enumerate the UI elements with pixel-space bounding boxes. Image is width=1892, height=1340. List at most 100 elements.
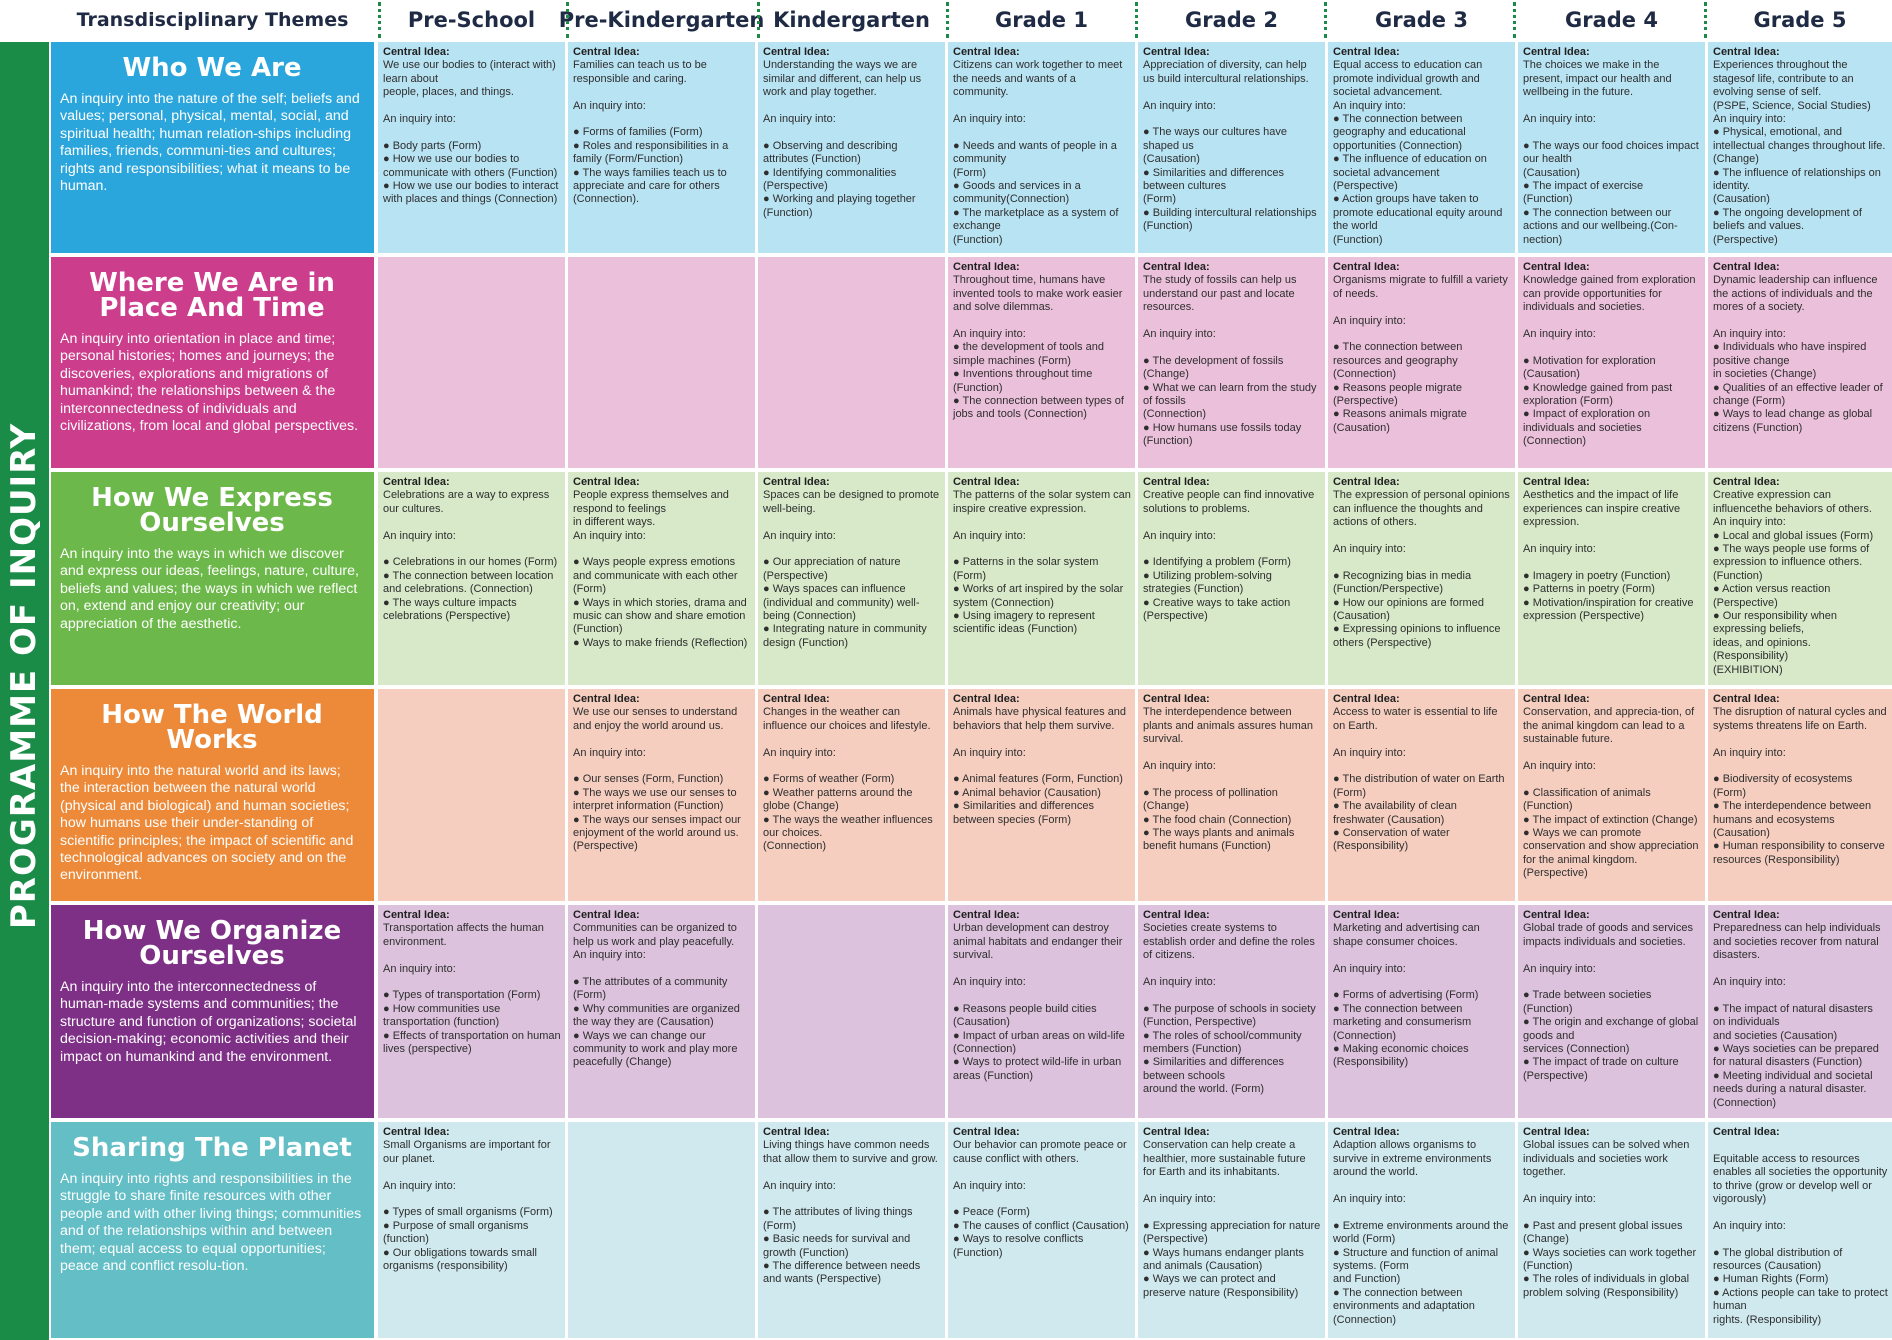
cell-text: The interdependence between plants and a…: [1143, 706, 1313, 853]
grade-cell: Central Idea: Throughout time, humans hav…: [948, 257, 1135, 468]
cell-text: Spaces can be designed to promote well-b…: [763, 489, 940, 649]
cell-text: Creative expression can influencethe beh…: [1713, 489, 1874, 676]
header-separator: [1513, 2, 1516, 38]
grade-cell: Central Idea: The study of fossils can he…: [1138, 257, 1325, 468]
grade-cell: Central Idea: Spaces can be designed to p…: [758, 472, 945, 685]
cell-text: Experiences throughout the stagesof life…: [1713, 59, 1886, 246]
grade-cell: Central Idea: Transportation affects the …: [378, 905, 565, 1118]
central-idea-label: Central Idea:: [763, 693, 830, 705]
central-idea-label: Central Idea:: [953, 46, 1020, 58]
grade-header-2: Kindergarten: [773, 8, 930, 32]
grade-header-5: Grade 3: [1375, 8, 1468, 32]
theme-cell: How The World Works An inquiry into the n…: [51, 689, 374, 901]
theme-description: An inquiry into the ways in which we dis…: [60, 546, 359, 632]
central-idea-label: Central Idea:: [573, 909, 640, 921]
theme-cell: How We Organize Ourselves An inquiry into…: [51, 905, 374, 1118]
theme-description: An inquiry into the interconnectedness o…: [60, 979, 357, 1065]
grade-cell: Central Idea: Appreciation of diversity, …: [1138, 42, 1325, 253]
cell-text: People express themselves and respond to…: [573, 489, 748, 649]
cell-text: We use our bodies to (interact with) lea…: [383, 59, 559, 206]
grade-cell: Central Idea: Aesthetics and the impact o…: [1518, 472, 1705, 685]
theme-description: An inquiry into the natural world and it…: [60, 763, 354, 884]
cell-text: Changes in the weather can influence our…: [763, 706, 933, 853]
grade-cell: Central Idea: Global trade of goods and s…: [1518, 905, 1705, 1118]
cell-text: The patterns of the solar system can ins…: [953, 489, 1131, 636]
grade-header-3: Grade 1: [995, 8, 1088, 32]
cell-text: Citizens can work together to meet the n…: [953, 59, 1123, 246]
central-idea-label: Central Idea:: [953, 261, 1020, 273]
theme-cell: How We Express Ourselves An inquiry into…: [51, 472, 374, 685]
cell-text: Marketing and advertising can shape cons…: [1333, 922, 1480, 1069]
central-idea-label: Central Idea:: [953, 693, 1020, 705]
cell-text: Transportation affects the human environ…: [383, 922, 561, 1056]
grade-cell: Central Idea: Understanding the ways we a…: [758, 42, 945, 253]
grade-cell: Central Idea: Knowledge gained from explo…: [1518, 257, 1705, 468]
central-idea-label: Central Idea:: [1143, 261, 1210, 273]
vertical-title: PROGRAMME OF INQUIRY: [4, 422, 44, 930]
grade-header-1: Pre-Kindergarten: [558, 8, 765, 32]
cell-text: Celebrations are a way to express our cu…: [383, 489, 558, 623]
central-idea-label: Central Idea:: [1523, 261, 1590, 273]
grade-header-4: Grade 2: [1185, 8, 1278, 32]
central-idea-label: Central Idea:: [1713, 909, 1780, 921]
central-idea-label: Central Idea:: [1333, 693, 1400, 705]
cell-text: Conservation can help create a healthier…: [1143, 1139, 1321, 1299]
central-idea-label: Central Idea:: [1713, 261, 1780, 273]
cell-text: Conservation, and apprecia-tion, of the …: [1523, 706, 1699, 880]
header-separator: [566, 2, 569, 38]
grade-cell: Central Idea: Creative expression can inf…: [1708, 472, 1892, 685]
grade-cell: Central Idea: Organisms migrate to fulfil…: [1328, 257, 1515, 468]
central-idea-label: Central Idea:: [1523, 909, 1590, 921]
central-idea-label: Central Idea:: [1523, 693, 1590, 705]
central-idea-label: Central Idea:: [1523, 1126, 1590, 1138]
grade-cell: Central Idea: Creative people can find in…: [1138, 472, 1325, 685]
central-idea-label: Central Idea:: [1523, 476, 1590, 488]
cell-text: The expression of personal opinions can …: [1333, 489, 1510, 649]
cell-text: Our behavior can promote peace or cause …: [953, 1139, 1129, 1259]
central-idea-label: Central Idea:: [953, 909, 1020, 921]
grade-cell: Central Idea: The disruption of natural c…: [1708, 689, 1892, 901]
grade-cell: Central Idea: Changes in the weather can …: [758, 689, 945, 901]
cell-text: Global trade of goods and services impac…: [1523, 922, 1699, 1082]
central-idea-label: Central Idea:: [573, 476, 640, 488]
grade-cell: [758, 257, 945, 468]
theme-cell: Sharing The Planet An inquiry into rights…: [51, 1122, 374, 1338]
grade-cell: Central Idea: Conservation can help creat…: [1138, 1122, 1325, 1338]
central-idea-label: Central Idea:: [1333, 261, 1400, 273]
cell-text: Urban development can destroy animal hab…: [953, 922, 1125, 1082]
cell-text: Dynamic leadership can influence the act…: [1713, 274, 1883, 434]
central-idea-label: Central Idea:: [383, 1126, 450, 1138]
central-idea-label: Central Idea:: [1143, 1126, 1210, 1138]
central-idea-label: Central Idea:: [763, 46, 830, 58]
theme-title: Where We Are in Place And Time: [89, 268, 335, 323]
grade-cell: Central Idea: Preparedness can help indiv…: [1708, 905, 1892, 1118]
header-separator: [1135, 2, 1138, 38]
central-idea-label: Central Idea:: [1333, 1126, 1400, 1138]
cell-text: Appreciation of diversity, can help us b…: [1143, 59, 1317, 233]
grade-cell: Central Idea: The interdependence between…: [1138, 689, 1325, 901]
theme-description: An inquiry into the nature of the self; …: [60, 91, 360, 195]
cell-text: Aesthetics and the impact of life experi…: [1523, 489, 1694, 623]
cell-text: Global issues can be solved when individ…: [1523, 1139, 1697, 1299]
central-idea-label: Central Idea:: [573, 693, 640, 705]
cell-text: Access to water is essential to life on …: [1333, 706, 1505, 853]
grade-cell: Central Idea: The choices we make in the …: [1518, 42, 1705, 253]
grade-cell: Central Idea: The patterns of the solar s…: [948, 472, 1135, 685]
cell-text: Equitable access to resources enables al…: [1713, 1152, 1888, 1326]
grade-cell: Central Idea: Conservation, and apprecia-…: [1518, 689, 1705, 901]
grade-cell: Central Idea: Celebrations are a way to e…: [378, 472, 565, 685]
central-idea-label: Central Idea:: [953, 1126, 1020, 1138]
grade-cell: [758, 905, 945, 1118]
central-idea-label: Central Idea:: [1523, 46, 1590, 58]
grade-cell: Central Idea: Living things have common n…: [758, 1122, 945, 1338]
grade-cell: Central Idea: People express themselves a…: [568, 472, 755, 685]
cell-text: Preparedness can help individuals and so…: [1713, 922, 1881, 1109]
theme-cell: Who We Are An inquiry into the nature of …: [51, 42, 374, 253]
grade-cell: Central Idea: Urban development can destr…: [948, 905, 1135, 1118]
header-separator: [757, 2, 760, 38]
central-idea-label: Central Idea:: [1713, 476, 1780, 488]
grade-cell: [378, 689, 565, 901]
theme-title: Who We Are: [122, 53, 302, 83]
header-separator: [378, 2, 381, 38]
cell-text: Understanding the ways we are similar an…: [763, 59, 922, 219]
